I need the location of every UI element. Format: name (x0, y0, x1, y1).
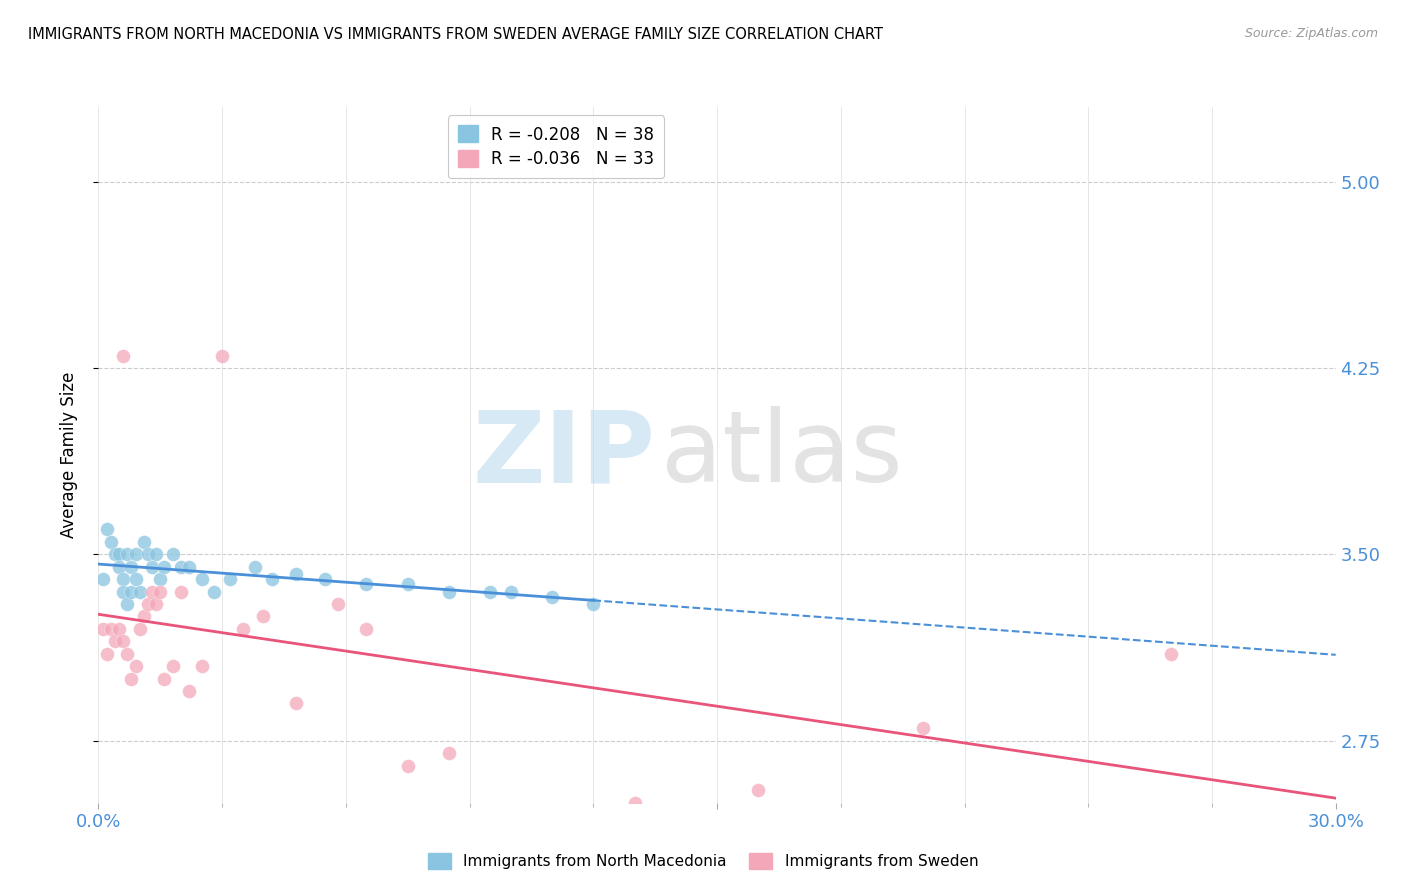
Point (252, 609, 274, 624)
Point (112, 349, 135, 363)
Point (243, 559, 266, 574)
Point (437, 584, 460, 599)
Point (912, 721, 935, 735)
Point (100, 534, 122, 549)
Point (153, 672, 176, 686)
Point (108, 547, 131, 561)
Point (1160, 647, 1182, 661)
Point (219, 572, 242, 586)
Text: ZIP: ZIP (472, 407, 655, 503)
Point (623, 796, 645, 810)
Point (356, 577, 378, 591)
Point (112, 634, 135, 648)
Point (260, 572, 283, 586)
Point (747, 783, 769, 797)
Point (136, 597, 159, 611)
Point (117, 547, 139, 561)
Point (117, 647, 139, 661)
Point (541, 590, 564, 604)
Legend: R = -0.208   N = 38, R = -0.036   N = 33: R = -0.208 N = 38, R = -0.036 N = 33 (449, 115, 665, 178)
Point (104, 634, 127, 648)
Y-axis label: Average Family Size: Average Family Size (59, 372, 77, 538)
Point (170, 559, 193, 574)
Point (132, 534, 155, 549)
Point (479, 584, 502, 599)
Point (396, 758, 419, 772)
Text: Source: ZipAtlas.com: Source: ZipAtlas.com (1244, 27, 1378, 40)
Point (162, 659, 184, 673)
Point (285, 697, 308, 711)
Point (112, 572, 135, 586)
Point (108, 622, 131, 636)
Point (145, 597, 167, 611)
Point (108, 559, 131, 574)
Point (149, 584, 172, 599)
Point (132, 609, 155, 624)
Point (149, 572, 172, 586)
Point (100, 622, 122, 636)
Point (91, 572, 114, 586)
Point (141, 559, 163, 574)
Point (104, 547, 127, 561)
Point (437, 746, 460, 760)
Point (124, 572, 146, 586)
Legend: Immigrants from North Macedonia, Immigrants from Sweden: Immigrants from North Macedonia, Immigra… (422, 847, 984, 875)
Point (128, 622, 150, 636)
Point (120, 584, 142, 599)
Point (326, 597, 349, 611)
Point (499, 584, 522, 599)
Point (117, 597, 139, 611)
Point (112, 584, 135, 599)
Point (96, 647, 118, 661)
Point (202, 584, 225, 599)
Point (124, 547, 146, 561)
Point (141, 584, 163, 599)
Point (314, 572, 336, 586)
Point (162, 547, 184, 561)
Point (211, 349, 233, 363)
Point (91, 622, 114, 636)
Point (190, 659, 212, 673)
Point (285, 567, 308, 582)
Point (232, 622, 254, 636)
Point (124, 659, 146, 673)
Point (170, 584, 193, 599)
Point (145, 547, 167, 561)
Point (179, 559, 201, 574)
Point (396, 577, 419, 591)
Point (153, 559, 176, 574)
Point (136, 547, 159, 561)
Point (179, 684, 201, 698)
Point (128, 584, 150, 599)
Point (190, 572, 212, 586)
Point (96, 523, 118, 537)
Point (120, 672, 142, 686)
Text: IMMIGRANTS FROM NORTH MACEDONIA VS IMMIGRANTS FROM SWEDEN AVERAGE FAMILY SIZE CO: IMMIGRANTS FROM NORTH MACEDONIA VS IMMIG… (28, 27, 883, 42)
Point (582, 597, 605, 611)
Point (120, 559, 142, 574)
Text: atlas: atlas (661, 407, 903, 503)
Point (356, 622, 378, 636)
